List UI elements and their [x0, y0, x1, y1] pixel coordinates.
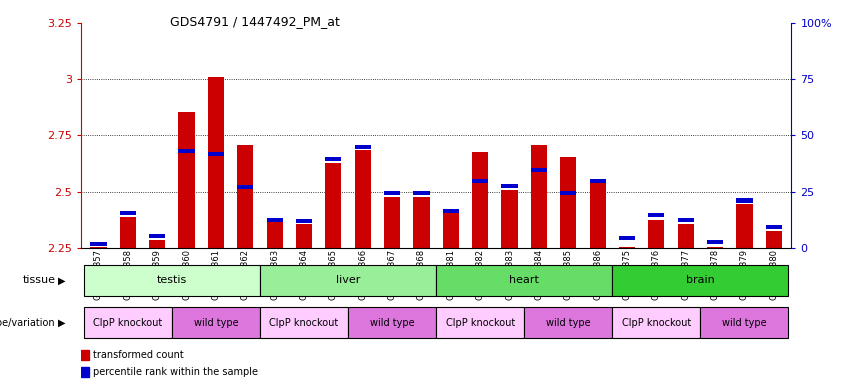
Text: testis: testis	[157, 275, 187, 285]
Bar	[648, 213, 665, 217]
Text: ▶: ▶	[58, 318, 66, 328]
FancyBboxPatch shape	[613, 307, 700, 338]
FancyBboxPatch shape	[436, 265, 613, 296]
Text: ▶: ▶	[58, 275, 66, 285]
Bar	[531, 146, 547, 248]
FancyBboxPatch shape	[700, 307, 789, 338]
FancyBboxPatch shape	[260, 265, 436, 296]
Bar	[179, 149, 195, 153]
Text: wild type: wild type	[370, 318, 414, 328]
Text: genotype/variation: genotype/variation	[0, 318, 55, 328]
Bar	[208, 77, 224, 248]
Bar	[296, 219, 312, 223]
Text: ClpP knockout: ClpP knockout	[270, 318, 339, 328]
Bar	[648, 220, 665, 248]
Text: tissue: tissue	[22, 275, 55, 285]
Bar	[677, 218, 694, 222]
Bar	[325, 157, 341, 161]
Bar	[179, 112, 195, 248]
FancyBboxPatch shape	[83, 307, 172, 338]
Bar	[90, 242, 106, 246]
Bar	[81, 350, 89, 360]
Text: GDS4791 / 1447492_PM_at: GDS4791 / 1447492_PM_at	[170, 15, 340, 28]
Bar	[736, 204, 752, 248]
Bar	[414, 190, 430, 195]
Bar	[266, 218, 283, 222]
Bar	[149, 234, 165, 238]
Bar	[90, 247, 106, 248]
Bar	[766, 225, 782, 230]
Text: ClpP knockout: ClpP knockout	[446, 318, 515, 328]
Bar	[120, 217, 136, 248]
Bar	[443, 209, 459, 213]
Bar	[560, 190, 576, 195]
Bar	[237, 185, 254, 189]
FancyBboxPatch shape	[348, 307, 436, 338]
Bar	[355, 150, 371, 248]
Bar	[619, 247, 635, 248]
Bar	[384, 190, 400, 195]
FancyBboxPatch shape	[83, 265, 260, 296]
Text: wild type: wild type	[193, 318, 238, 328]
FancyBboxPatch shape	[436, 307, 524, 338]
Bar	[501, 190, 517, 248]
Bar	[443, 213, 459, 248]
Bar	[325, 164, 341, 248]
Bar	[296, 224, 312, 248]
Bar	[707, 247, 723, 248]
FancyBboxPatch shape	[613, 265, 789, 296]
FancyBboxPatch shape	[260, 307, 348, 338]
Text: wild type: wild type	[546, 318, 591, 328]
Bar	[531, 168, 547, 172]
Bar	[560, 157, 576, 248]
Bar	[707, 240, 723, 244]
Bar	[384, 197, 400, 248]
Bar	[472, 152, 488, 248]
Bar	[766, 231, 782, 248]
Bar	[208, 152, 224, 156]
Bar	[414, 197, 430, 248]
Bar	[677, 224, 694, 248]
Bar	[266, 222, 283, 248]
Text: ClpP knockout: ClpP knockout	[94, 318, 163, 328]
Bar	[590, 179, 606, 248]
Bar	[81, 367, 89, 377]
FancyBboxPatch shape	[172, 307, 260, 338]
Text: ClpP knockout: ClpP knockout	[622, 318, 691, 328]
Bar	[619, 235, 635, 240]
Bar	[736, 199, 752, 202]
Bar	[501, 184, 517, 188]
Bar	[590, 179, 606, 184]
Text: brain: brain	[686, 275, 715, 285]
Text: transformed count: transformed count	[93, 350, 184, 360]
Text: wild type: wild type	[722, 318, 767, 328]
Text: heart: heart	[509, 275, 540, 285]
Bar	[355, 144, 371, 149]
Text: liver: liver	[336, 275, 360, 285]
Bar	[120, 211, 136, 215]
Bar	[237, 146, 254, 248]
Bar	[149, 240, 165, 248]
Text: percentile rank within the sample: percentile rank within the sample	[93, 367, 258, 377]
Bar	[472, 179, 488, 184]
FancyBboxPatch shape	[524, 307, 613, 338]
